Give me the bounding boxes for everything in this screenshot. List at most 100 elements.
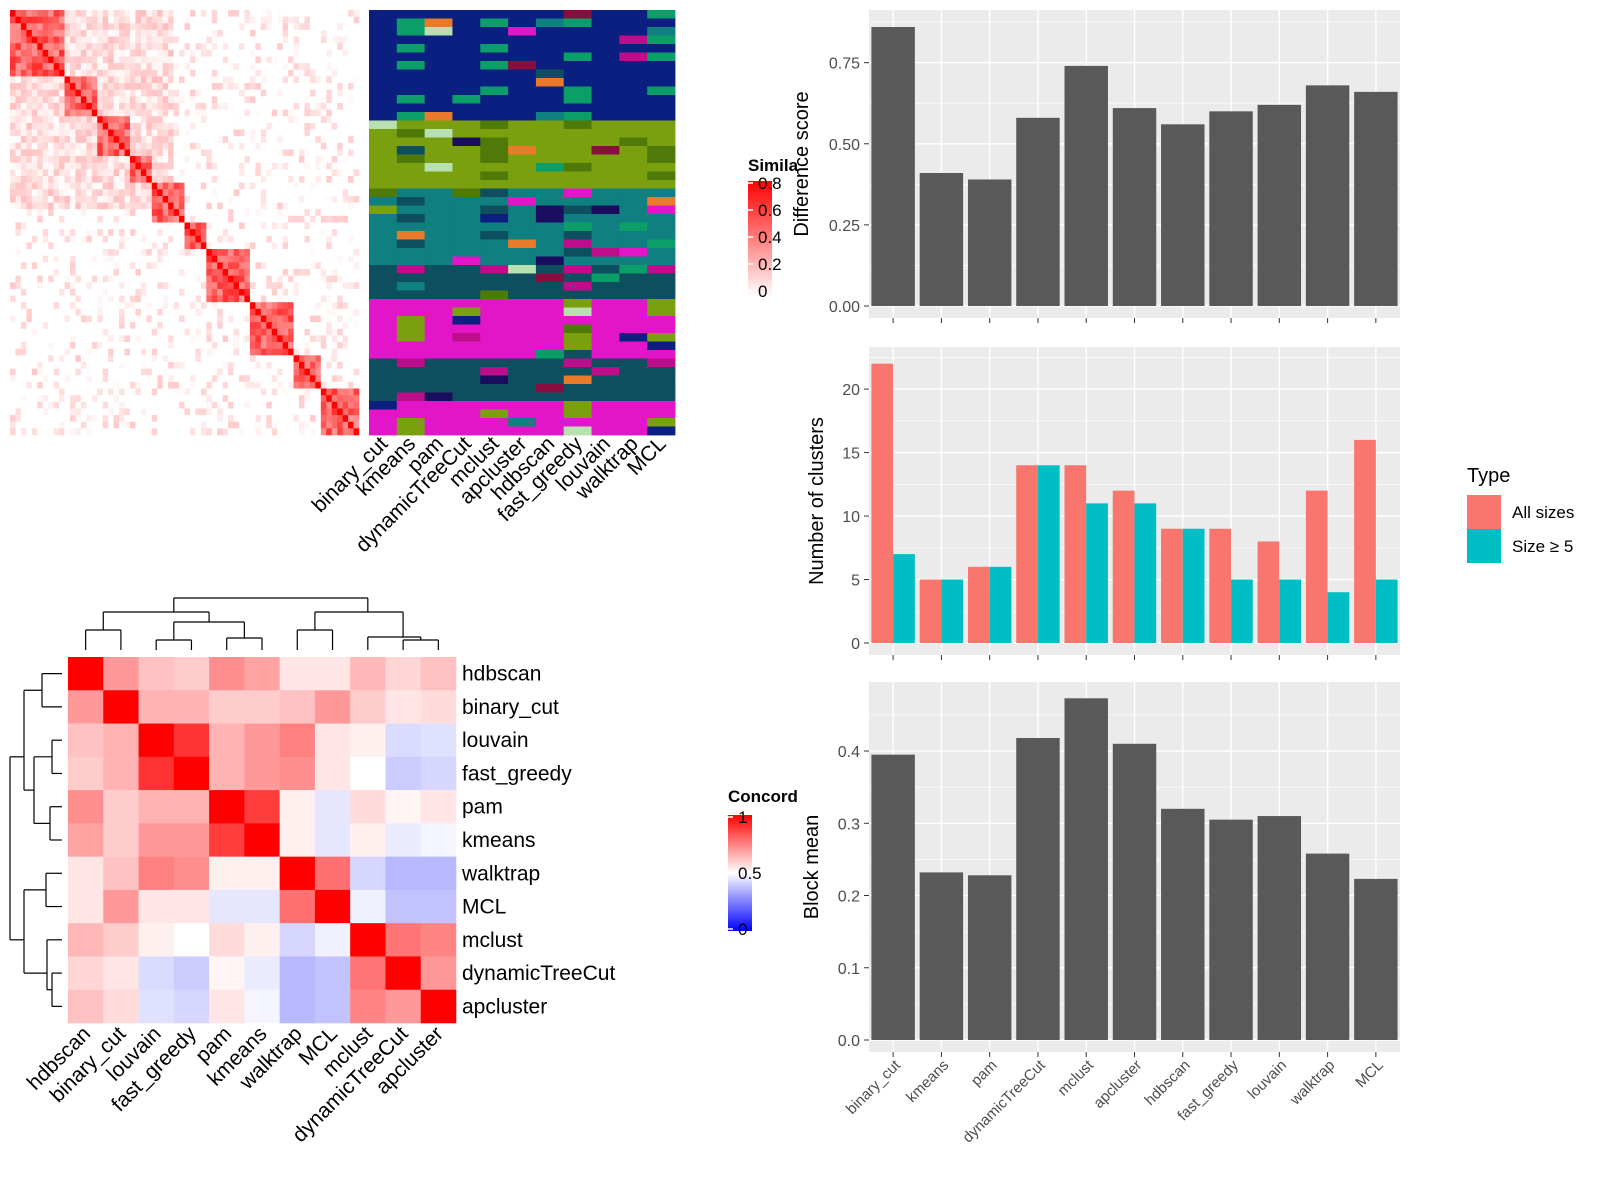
similarity-cell [113, 16, 120, 24]
bar [967, 179, 1012, 306]
similarity-cell [64, 69, 71, 77]
similarity-cell [15, 335, 22, 343]
membership-cell [508, 214, 537, 223]
similarity-cell [69, 83, 76, 90]
similarity-cell [10, 428, 16, 436]
similarity-cell [249, 355, 256, 363]
similarity-cell [320, 83, 327, 90]
similarity-cell [200, 202, 207, 210]
similarity-cell [304, 395, 311, 403]
similarity-cell [189, 29, 196, 37]
similarity-cell [124, 96, 131, 104]
similarity-cell [184, 69, 191, 77]
similarity-cell [353, 375, 360, 383]
similarity-cell [217, 295, 223, 303]
similarity-cell [162, 63, 169, 71]
similarity-cell [102, 142, 109, 150]
concordance-cell [314, 889, 351, 924]
similarity-cell [162, 335, 169, 343]
similarity-cell [228, 335, 234, 343]
similarity-cell [53, 215, 60, 223]
similarity-cell [48, 29, 54, 37]
similarity-cell [353, 96, 360, 104]
similarity-cell [10, 89, 16, 97]
similarity-cell [195, 10, 202, 17]
similarity-cell [337, 388, 343, 396]
similarity-cell [217, 315, 223, 323]
similarity-cell [299, 235, 305, 243]
similarity-cell [179, 415, 185, 423]
concordance-cell [68, 723, 104, 758]
similarity-cell [299, 348, 305, 356]
similarity-cell [228, 408, 234, 416]
similarity-cell [157, 302, 163, 310]
similarity-cell [255, 262, 262, 270]
similarity-cell [80, 335, 87, 343]
similarity-cell [91, 415, 98, 423]
similarity-cell [206, 43, 213, 51]
similarity-cell [200, 421, 207, 429]
similarity-cell [200, 142, 207, 150]
similarity-cell [304, 388, 311, 396]
similarity-cell [113, 275, 120, 283]
similarity-cell [119, 63, 125, 71]
similarity-cell [69, 202, 76, 210]
similarity-cell [331, 315, 338, 323]
similarity-cell [129, 375, 136, 383]
similarity-cell [37, 36, 44, 44]
similarity-cell [75, 122, 82, 130]
similarity-cell [20, 421, 27, 429]
similarity-cell [211, 408, 218, 416]
similarity-cell [337, 102, 343, 110]
similarity-cell [64, 182, 71, 190]
similarity-cell [15, 29, 22, 37]
similarity-cell [331, 275, 338, 283]
similarity-cell [342, 368, 349, 376]
similarity-cell [37, 361, 44, 369]
similarity-cell [320, 302, 327, 310]
similarity-cell [320, 69, 327, 77]
similarity-cell [326, 202, 333, 210]
similarity-cell [326, 102, 333, 110]
similarity-cell [277, 315, 283, 323]
similarity-cell [119, 342, 125, 349]
similarity-cell [348, 335, 354, 343]
membership-cell [535, 188, 565, 198]
similarity-cell [20, 368, 27, 376]
similarity-cell [108, 322, 114, 330]
similarity-cell [20, 355, 27, 363]
similarity-cell [31, 136, 38, 144]
similarity-cell [48, 122, 54, 130]
similarity-cell [353, 262, 360, 270]
similarity-cell [337, 368, 343, 376]
membership-cell [369, 418, 398, 427]
membership-cell [508, 384, 537, 393]
membership-cell [619, 358, 648, 368]
similarity-cell [86, 89, 93, 97]
similarity-cell [102, 136, 109, 144]
similarity-cell [293, 136, 300, 144]
similarity-cell [184, 136, 191, 144]
similarity-cell [151, 189, 158, 197]
similarity-cell [124, 83, 131, 90]
similarity-cell [119, 56, 125, 64]
similarity-cell [20, 388, 27, 396]
similarity-cell [157, 348, 163, 356]
similarity-cell [304, 109, 311, 117]
similarity-cell [277, 288, 283, 296]
membership-cell [535, 273, 565, 283]
similarity-cell [271, 10, 278, 17]
similarity-cell [75, 129, 82, 137]
similarity-cell [195, 262, 202, 270]
similarity-cell [353, 102, 360, 110]
similarity-cell [146, 428, 153, 436]
similarity-cell [10, 189, 16, 197]
similarity-cell [320, 195, 327, 203]
similarity-cell [255, 295, 262, 303]
similarity-cell [59, 355, 65, 363]
membership-cell [369, 384, 398, 393]
similarity-cell [102, 222, 109, 230]
similarity-cell [249, 69, 256, 77]
similarity-cell [179, 142, 185, 150]
similarity-cell [348, 142, 354, 150]
